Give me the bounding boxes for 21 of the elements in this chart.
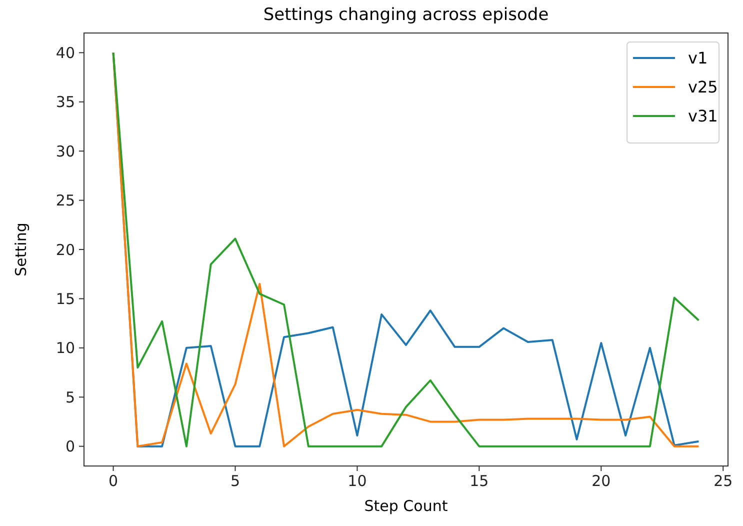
y-tick-label: 15 — [56, 290, 75, 308]
y-tick-label: 0 — [65, 438, 75, 456]
x-tick-label: 15 — [470, 472, 489, 490]
x-tick-label: 10 — [348, 472, 367, 490]
x-tick-label: 25 — [714, 472, 733, 490]
x-axis-title: Step Count — [364, 497, 448, 515]
x-tick-label: 0 — [108, 472, 118, 490]
y-axis-title: Setting — [12, 222, 30, 276]
y-tick-label: 30 — [56, 142, 75, 160]
x-tick-label: 20 — [592, 472, 611, 490]
legend-label: v25 — [688, 78, 718, 97]
y-tick-label: 25 — [56, 192, 75, 210]
legend-label: v1 — [688, 48, 708, 68]
y-tick-label: 35 — [56, 93, 75, 112]
chart-title: Settings changing across episode — [263, 5, 549, 25]
y-tick-label: 20 — [56, 240, 75, 259]
x-tick-label: 5 — [230, 472, 240, 490]
y-tick-label: 5 — [65, 388, 75, 406]
legend-label: v31 — [688, 106, 718, 126]
y-tick-label: 10 — [56, 339, 75, 358]
y-tick-label: 40 — [56, 44, 75, 62]
